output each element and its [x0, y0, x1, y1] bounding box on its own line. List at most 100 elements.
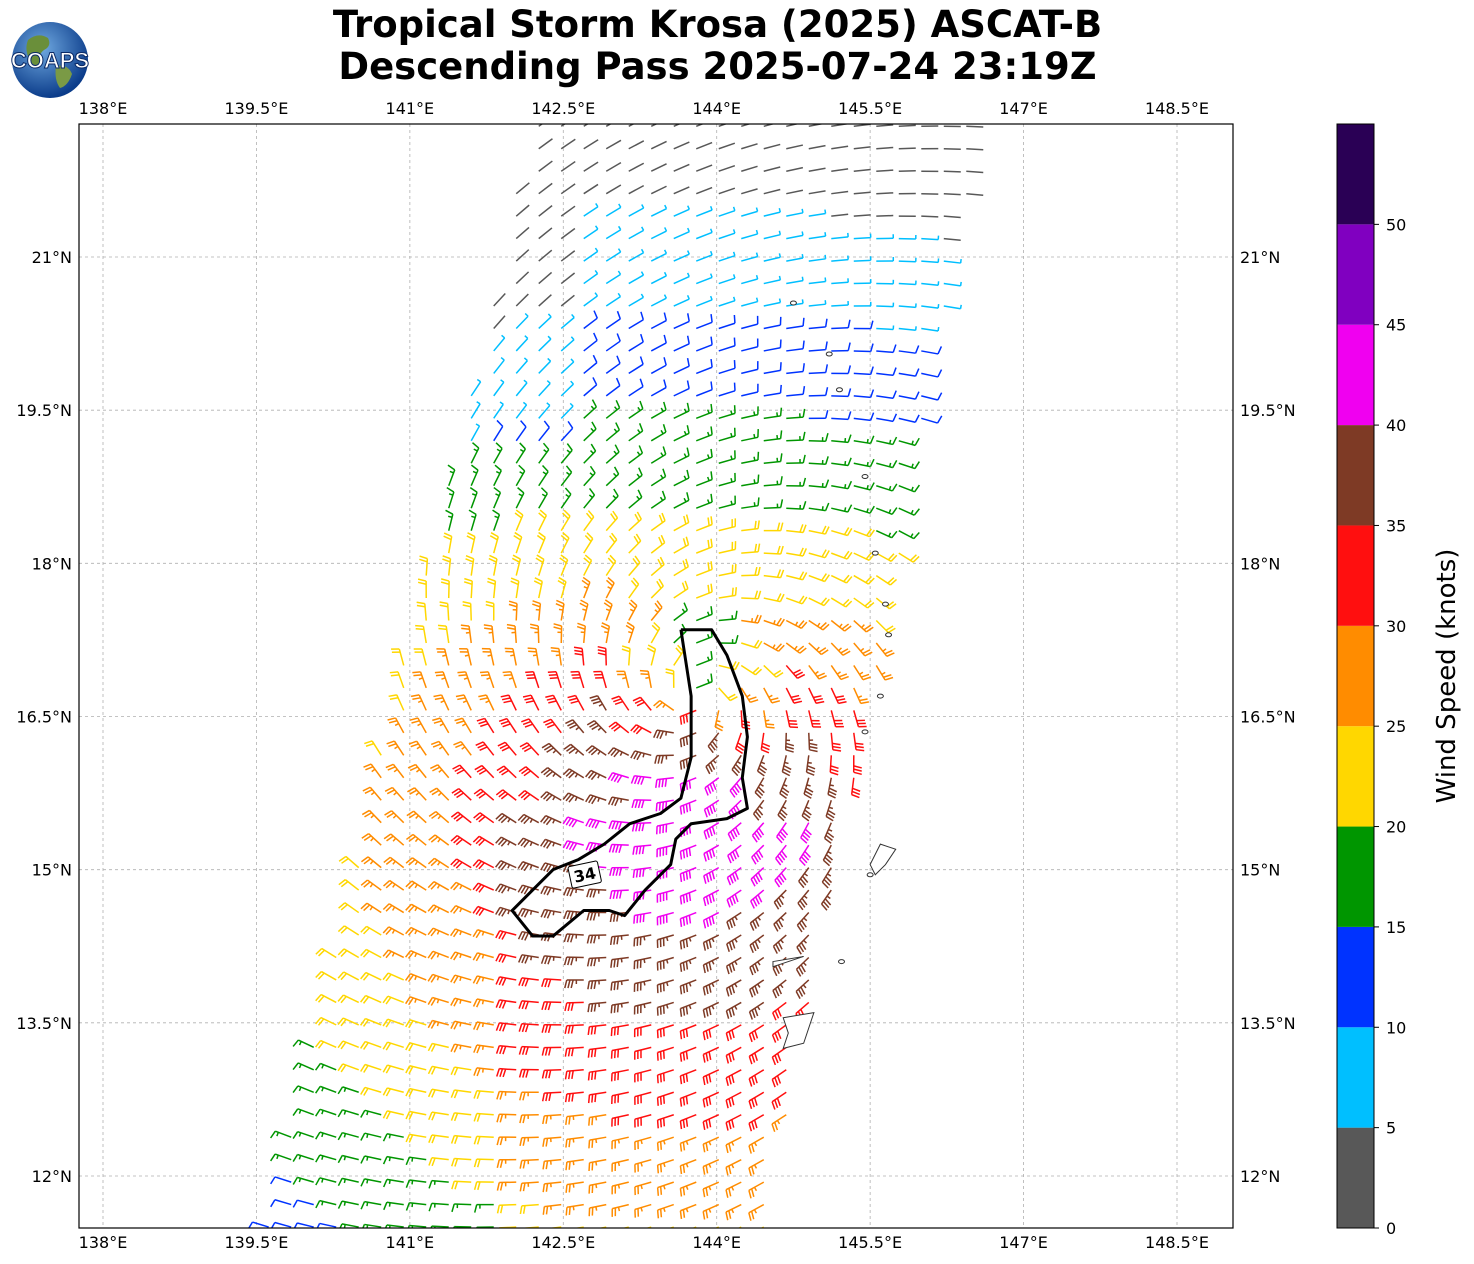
wind-barb [632, 696, 652, 711]
wind-barb [898, 484, 921, 493]
wind-barb [784, 732, 795, 753]
wind-barb [718, 142, 736, 150]
wind-barb [428, 810, 450, 824]
wind-barb [853, 214, 871, 217]
wind-barb [673, 602, 689, 622]
wind-barb [496, 765, 517, 779]
wind-barb [808, 124, 825, 128]
wind-barb [609, 889, 629, 900]
wind-barb [316, 1222, 337, 1228]
wind-barb [560, 465, 573, 487]
wind-barb [876, 507, 898, 515]
lat-tick-label-left: 15°N [32, 861, 72, 880]
wind-barb [808, 479, 830, 489]
wind-barb [853, 435, 875, 445]
wind-barb [538, 442, 550, 464]
wind-barb [605, 488, 619, 509]
contour-label-text: 34 [572, 863, 598, 886]
wind-barb [542, 1136, 562, 1147]
wind-barb [564, 1001, 584, 1012]
wind-barb [522, 694, 540, 711]
wind-barb [673, 492, 690, 509]
wind-barb [831, 504, 853, 513]
wind-barb [519, 1158, 539, 1169]
wind-barb [702, 1024, 720, 1041]
wind-barb [587, 1046, 607, 1058]
wind-barb [338, 879, 360, 891]
wind-barb [564, 1091, 584, 1103]
wind-barb [576, 622, 586, 644]
wind-barb [583, 487, 596, 509]
wind-barb [360, 1109, 382, 1118]
wind-barb [579, 599, 589, 621]
wind-barb [586, 934, 607, 944]
wind-barb [695, 358, 713, 375]
wind-barb [741, 566, 761, 577]
wind-barb [830, 687, 847, 705]
wind-barb [943, 192, 961, 196]
wind-barb [725, 1181, 742, 1198]
wind-barb [472, 975, 494, 985]
wind-barb [853, 528, 875, 538]
wind-barb [718, 124, 728, 128]
wind-barb [630, 724, 652, 735]
wind-barb [853, 279, 872, 285]
wind-barb [559, 554, 569, 576]
wind-barb [405, 1156, 427, 1166]
wind-barb [853, 574, 875, 585]
wind-barb [695, 448, 713, 464]
wind-barb [493, 293, 506, 307]
wind-barb [695, 336, 713, 352]
wind-barb [473, 1135, 494, 1145]
wind-barb [673, 402, 690, 420]
wind-barb [695, 561, 713, 577]
wind-barb [495, 789, 517, 801]
wind-barb [360, 948, 382, 959]
wind-barb [473, 1067, 494, 1077]
wind-barb [673, 205, 691, 217]
wind-barb [786, 253, 804, 262]
wind-barb [450, 1066, 472, 1076]
wind-barb [560, 380, 574, 397]
wind-barb [405, 1202, 427, 1211]
wind-barb [650, 124, 658, 127]
wind-barb [876, 460, 898, 469]
wind-barb [650, 401, 667, 419]
island [876, 693, 884, 699]
wind-barb [748, 1091, 765, 1110]
wind-barb [853, 458, 875, 468]
wind-barb [679, 1114, 697, 1130]
wind-barb [565, 719, 585, 734]
wind-barb [763, 617, 785, 627]
wind-barb [382, 949, 405, 959]
wind-barb [496, 1203, 517, 1214]
wind-barb [718, 610, 738, 622]
wind-barb [628, 140, 645, 150]
wind-barb [808, 619, 830, 631]
wind-barb [748, 1024, 765, 1043]
wind-barb [428, 1157, 449, 1167]
wind-barb [315, 1199, 337, 1209]
wind-barb [876, 169, 894, 172]
wind-barb [427, 1019, 449, 1029]
wind-barb [474, 1203, 494, 1213]
wind-barb [315, 1039, 337, 1049]
wind-barb [650, 357, 667, 375]
wind-barb [405, 926, 427, 936]
wind-barb [362, 786, 382, 801]
wind-barb [405, 1179, 427, 1188]
wind-barb [562, 816, 584, 828]
wind-barb [583, 354, 598, 374]
wind-barb [541, 1091, 562, 1102]
wind-barb [511, 554, 522, 576]
wind-barb [754, 777, 765, 799]
lon-tick-label-bottom: 144°E [692, 1233, 741, 1252]
colorbar-tick-label: 30 [1386, 617, 1406, 636]
lon-tick-label-top: 144°E [692, 99, 741, 118]
wind-barb [718, 337, 736, 352]
wind-barb [454, 717, 472, 734]
wind-barb [763, 430, 783, 442]
wind-barb [740, 664, 763, 676]
wind-barb [749, 956, 765, 976]
wind-barb [583, 465, 596, 487]
